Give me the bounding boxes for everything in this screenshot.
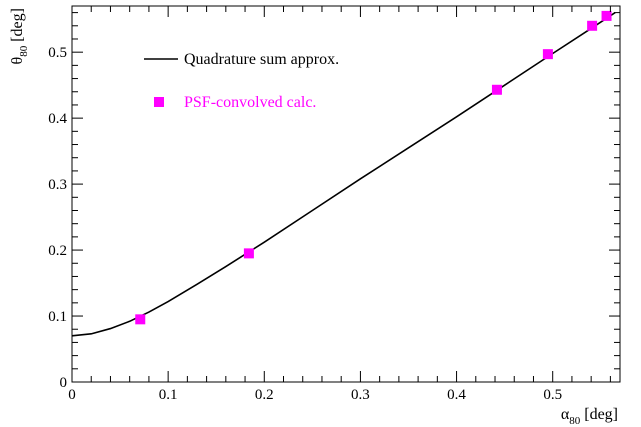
- data-point: [491, 84, 502, 95]
- data-point: [601, 10, 612, 21]
- plot-content: [71, 10, 616, 337]
- legend-label-psf: PSF-convolved calc.: [184, 94, 316, 111]
- x-tick-label: 0.2: [255, 387, 274, 403]
- y-tick-label: 0.2: [48, 243, 67, 259]
- data-point: [135, 314, 146, 325]
- y-tick-label: 0.3: [48, 177, 67, 193]
- x-tick-label: 0: [68, 387, 76, 403]
- axes: [71, 6, 620, 383]
- x-tick-label: 0.5: [543, 387, 562, 403]
- y-tick-label: 0.4: [48, 111, 67, 127]
- axis-labels: 0 0.1 0.2 0.3 0.4 0.5 0 0.1 0.2 0.3 0.4 0.5 α80 [deg]…: [9, 8, 618, 427]
- x-tick-label: 0.1: [159, 387, 178, 403]
- data-point: [587, 20, 598, 31]
- data-point: [243, 248, 254, 259]
- data-point: [542, 49, 553, 60]
- x-tick-label: 0.3: [351, 387, 370, 403]
- y-tick-label: 0: [60, 375, 68, 391]
- y-axis-title: θ80[deg]: [9, 8, 30, 64]
- x-tick-label: 0.4: [447, 387, 466, 403]
- y-tick-label: 0.5: [48, 45, 67, 61]
- x-axis-title: α80 [deg]: [561, 406, 618, 427]
- legend-marker-swatch: [154, 97, 164, 107]
- legend: Quadrature sum approx. PSF-convolved calc…: [144, 51, 339, 111]
- plot-frame: [71, 5, 621, 383]
- legend-label-quadrature: Quadrature sum approx.: [184, 51, 339, 68]
- series-line-quadrature: [71, 11, 616, 337]
- y-tick-label: 0.1: [48, 309, 67, 325]
